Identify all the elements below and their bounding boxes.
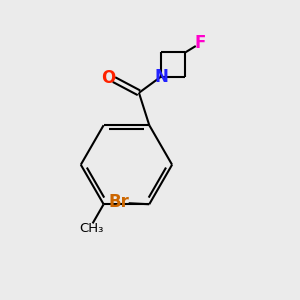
Text: N: N [154, 68, 168, 85]
Text: CH₃: CH₃ [80, 222, 104, 235]
Text: Br: Br [109, 193, 129, 211]
Text: O: O [101, 69, 116, 87]
Text: F: F [195, 34, 206, 52]
